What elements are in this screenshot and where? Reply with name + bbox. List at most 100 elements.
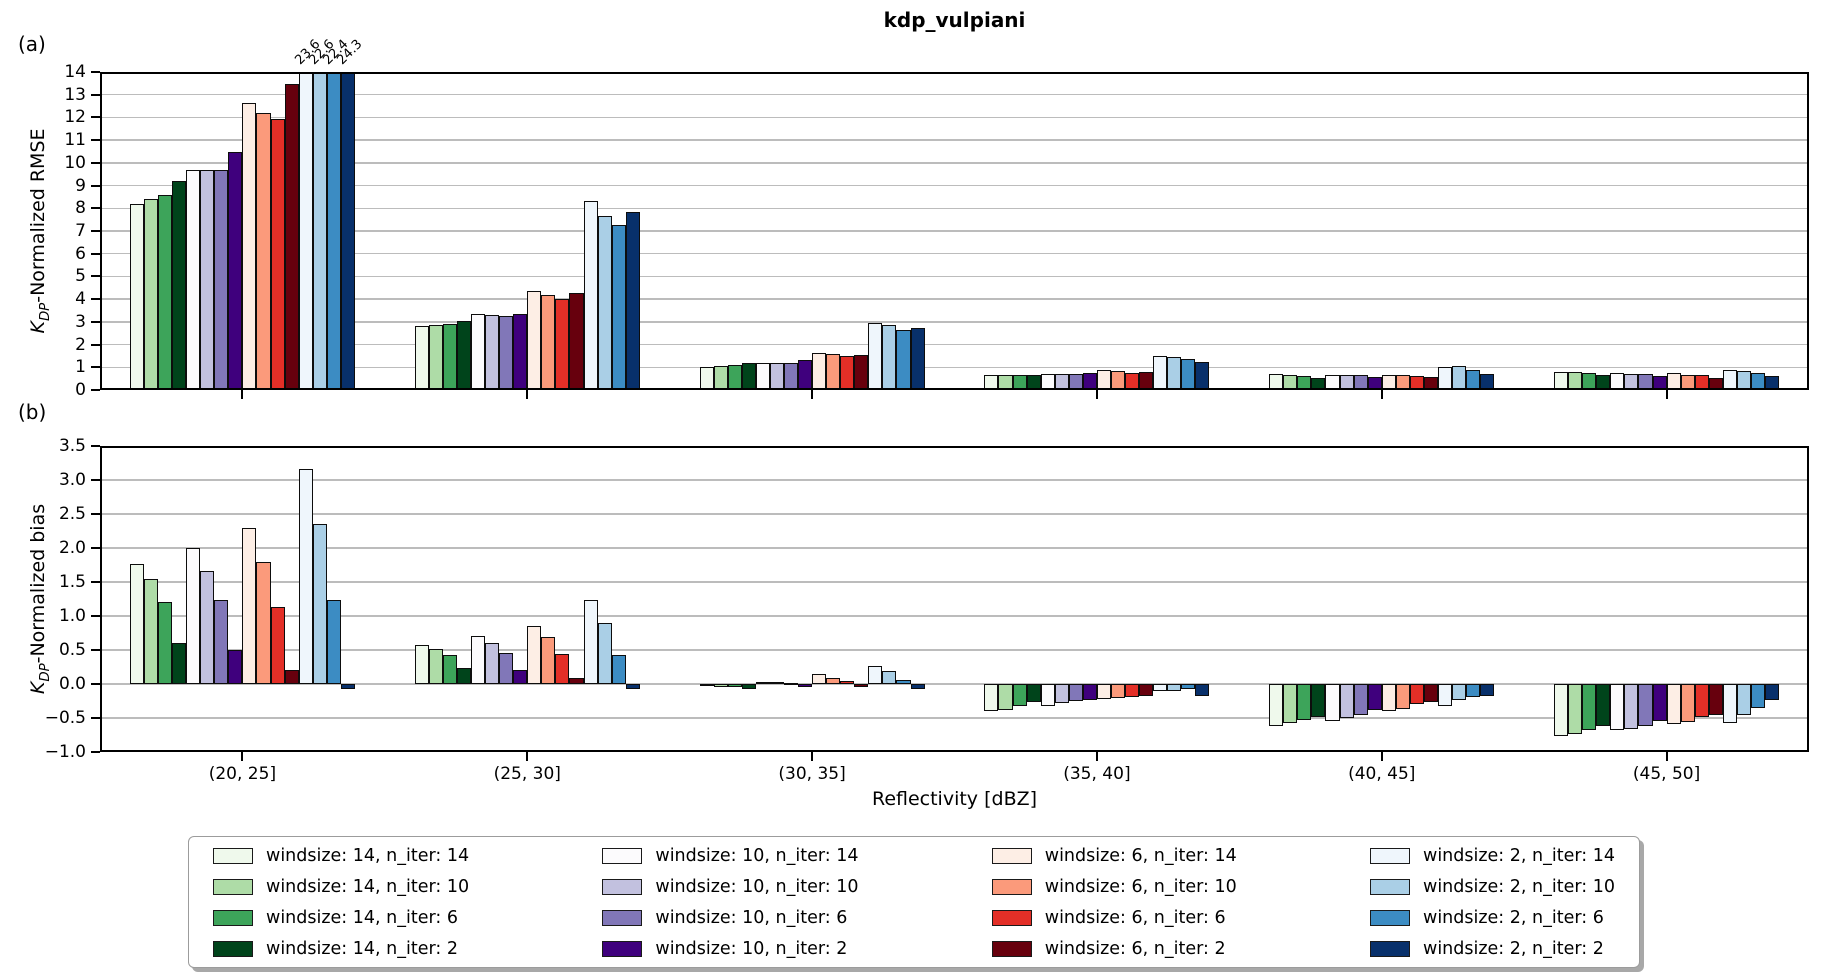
y-tick-label: 1.5 — [58, 572, 86, 592]
legend-label: windsize: 14, n_iter: 14 — [266, 845, 470, 866]
bar — [1026, 374, 1041, 390]
bar — [1409, 684, 1424, 704]
bar — [1395, 684, 1410, 710]
bar — [1438, 367, 1453, 390]
legend-swatch — [1370, 878, 1410, 895]
bar — [527, 625, 542, 684]
bar — [1283, 684, 1298, 724]
bar — [129, 563, 144, 684]
legend-label: windsize: 2, n_iter: 2 — [1423, 938, 1604, 959]
x-tick-label: (20, 25] — [208, 764, 277, 784]
legend-label: windsize: 10, n_iter: 14 — [655, 845, 859, 866]
gridline — [100, 94, 1809, 96]
bar — [499, 316, 514, 390]
bar — [242, 102, 257, 390]
bar — [470, 313, 486, 390]
bar — [200, 571, 215, 684]
y-tick-mark — [91, 717, 100, 719]
bar — [1666, 684, 1681, 725]
bar — [527, 291, 542, 390]
y-tick-label: 4 — [75, 289, 86, 310]
x-tick-mark — [1665, 752, 1668, 761]
legend-label: windsize: 6, n_iter: 2 — [1044, 938, 1226, 959]
legend-entry: windsize: 6, n_iter: 10 — [991, 872, 1237, 902]
y-tick-label: 7 — [75, 221, 86, 241]
bar — [312, 523, 327, 684]
legend-swatch — [1370, 847, 1410, 864]
y-tick-mark — [91, 93, 100, 96]
bar — [214, 170, 229, 390]
bar — [812, 352, 827, 390]
bar — [1722, 370, 1737, 390]
y-tick-label: 0.5 — [58, 640, 86, 660]
bar — [1722, 684, 1737, 723]
bar — [1082, 373, 1097, 390]
bar — [298, 72, 313, 390]
bar — [1297, 684, 1312, 721]
legend-swatch — [213, 847, 253, 864]
bar — [513, 313, 528, 390]
bar — [569, 677, 584, 684]
y-tick-label: 3 — [75, 311, 86, 332]
bar — [910, 327, 925, 390]
bar — [1353, 375, 1368, 390]
bar — [1466, 369, 1481, 390]
bar — [1750, 684, 1766, 708]
bar — [186, 548, 201, 684]
bar — [1096, 370, 1111, 390]
x-tick-mark — [1095, 752, 1098, 761]
bar — [840, 681, 855, 684]
bar — [1652, 375, 1667, 390]
bar — [200, 170, 215, 390]
bar — [1480, 374, 1495, 390]
y-tick-label: 14 — [64, 62, 86, 82]
y-tick-label: 12 — [64, 107, 86, 128]
legend-swatch — [602, 878, 643, 895]
bar — [1269, 684, 1284, 727]
bar — [713, 366, 728, 390]
bar — [1680, 374, 1695, 390]
y-tick-mark — [91, 445, 100, 447]
y-tick-mark — [91, 298, 100, 301]
y-tick-mark — [91, 581, 100, 583]
y-tick-mark — [91, 615, 100, 617]
legend-label: windsize: 2, n_iter: 14 — [1423, 845, 1615, 866]
bar — [713, 684, 728, 687]
y-tick-label: 2.5 — [58, 504, 86, 524]
gridline — [100, 366, 1809, 368]
legend-entry: windsize: 14, n_iter: 10 — [213, 872, 469, 902]
bar — [214, 600, 229, 684]
bar — [1582, 372, 1597, 390]
bar — [1624, 684, 1639, 729]
bar — [442, 655, 457, 684]
bar — [984, 375, 999, 390]
x-tick-mark — [1095, 390, 1098, 399]
bar — [868, 322, 883, 390]
bar — [326, 72, 341, 390]
y-tick-label: 1 — [75, 357, 86, 378]
bar — [840, 355, 855, 390]
y-tick-label: 0 — [75, 380, 86, 400]
legend-label: windsize: 10, n_iter: 2 — [655, 938, 848, 959]
bar — [186, 169, 201, 390]
gridline — [100, 253, 1809, 255]
bar — [910, 684, 925, 689]
bar — [1381, 374, 1396, 390]
x-axis-label: Reflectivity [dBZ] — [871, 788, 1038, 810]
x-tick-mark — [241, 390, 244, 399]
bar — [1582, 684, 1597, 731]
bar — [1339, 684, 1354, 718]
legend-label: windsize: 6, n_iter: 6 — [1044, 907, 1226, 928]
bar — [998, 375, 1013, 390]
bar — [1480, 684, 1495, 696]
bar — [1353, 684, 1368, 715]
bar — [569, 293, 584, 390]
x-tick-label: (25, 30] — [493, 764, 561, 784]
bar — [741, 362, 756, 390]
bar — [1554, 684, 1569, 736]
y-tick-label: 2 — [75, 334, 86, 355]
bar — [741, 684, 756, 690]
legend-swatch — [991, 847, 1032, 864]
bar — [228, 151, 243, 390]
bar — [1311, 684, 1326, 717]
